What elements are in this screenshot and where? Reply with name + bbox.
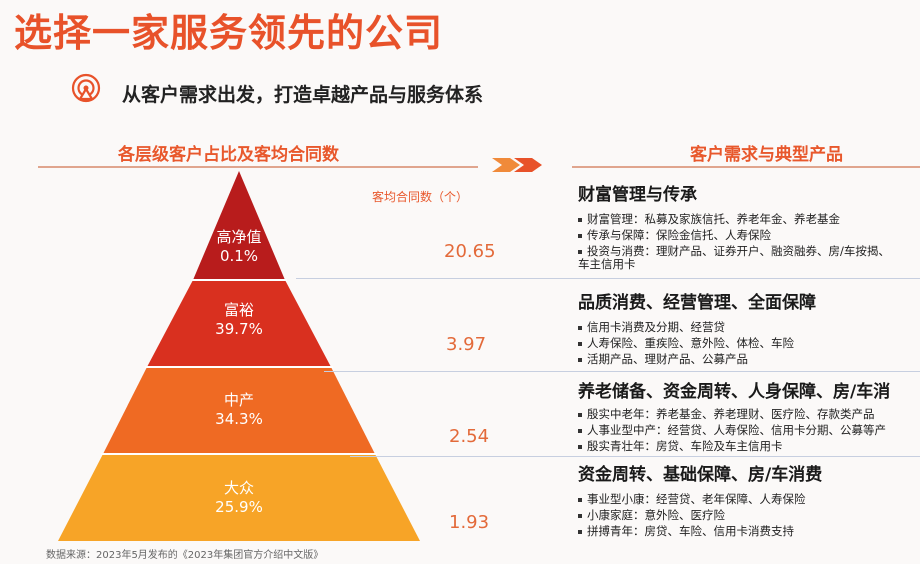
pyramid-tier-high-net-worth (193, 171, 285, 280)
right-header-rule (572, 166, 920, 168)
right-section-header: 客户需求与典型产品 (690, 145, 843, 165)
tier-name: 高净值 (216, 228, 262, 246)
pyramid-tier-affluent (147, 280, 331, 367)
contract-value: 2.54 (449, 426, 490, 447)
tier-label: 高净值 0.1% (199, 228, 279, 266)
contract-value: 20.65 (444, 241, 496, 262)
contract-value: 3.97 (446, 334, 487, 355)
list-item: 殷实中老年：养老基金、养老理财、医疗险、存款类产品 (578, 406, 920, 422)
page-title: 选择一家服务领先的公司 (14, 11, 444, 55)
need-block: 财富管理与传承 财富管理：私募及家族信托、养老年金、养老基金 传承与保障：保险金… (578, 180, 890, 259)
customer-pyramid (58, 171, 420, 541)
list-item: 事业型小康：经营贷、老年保障、人寿保险 (578, 491, 822, 507)
double-chevron-right-icon (492, 158, 542, 172)
pyramid-tier-middle-class (103, 367, 375, 454)
tier-label: 大众 25.9% (199, 479, 279, 517)
subtitle: 从客户需求出发，打造卓越产品与服务体系 (122, 84, 484, 106)
source-note: 数据来源：2023年5月发布的《2023年集团官方介绍中文版》 (46, 550, 324, 561)
tier-percent: 0.1% (219, 247, 259, 265)
block-title: 品质消费、经营管理、全面保障 (578, 293, 816, 313)
list-item: 投资与消费：理财产品、证券开户、融资融券、房/车按揭、 (578, 243, 890, 259)
tier-percent: 34.3% (215, 410, 263, 428)
tier-label: 富裕 39.7% (199, 301, 279, 339)
need-block: 资金周转、基础保障、房/车消费 事业型小康：经营贷、老年保障、人寿保险 小康家庭… (578, 460, 822, 539)
list-item: 传承与保障：保险金信托、人寿保险 (578, 227, 890, 243)
tier-percent: 39.7% (215, 320, 263, 338)
list-item: 财富管理：私募及家族信托、养老年金、养老基金 (578, 211, 890, 227)
pyramid-tier-mass (58, 454, 420, 541)
tier-label: 中产 34.3% (199, 391, 279, 429)
block-title: 财富管理与传承 (578, 185, 697, 205)
tier-name: 中产 (223, 391, 254, 409)
contract-value: 1.93 (449, 512, 490, 533)
value-column-header: 客均合同数（个） (372, 190, 469, 204)
row-divider (350, 456, 920, 457)
list-item-continuation: 车主信用卡 (578, 257, 636, 271)
list-item: 人寿保险、重疾险、意外险、体检、车险 (578, 335, 816, 351)
list-item: 殷实青壮年：房贷、车险及车主信用卡 (578, 438, 920, 454)
row-divider (324, 371, 920, 372)
need-block: 品质消费、经营管理、全面保障 信用卡消费及分期、经营贷 人寿保险、重疾险、意外险… (578, 288, 816, 367)
list-item: 人事业型中产：经营贷、人寿保险、信用卡分期、公募等产 (578, 422, 920, 438)
list-item: 小康家庭：意外险、医疗险 (578, 507, 822, 523)
list-item: 拼搏青年：房贷、车险、信用卡消费支持 (578, 523, 822, 539)
block-title: 养老储备、资金周转、人身保障、房/车消 (578, 382, 891, 402)
tier-name: 富裕 (223, 301, 254, 319)
block-title: 资金周转、基础保障、房/车消费 (578, 465, 823, 485)
left-section-header: 各层级客户占比及客均合同数 (118, 145, 339, 165)
list-item: 活期产品、理财产品、公募产品 (578, 351, 816, 367)
tier-name: 大众 (223, 479, 254, 497)
list-item: 信用卡消费及分期、经营贷 (578, 319, 816, 335)
target-icon (71, 73, 101, 103)
left-header-rule (38, 166, 478, 168)
need-block: 养老储备、资金周转、人身保障、房/车消 殷实中老年：养老基金、养老理财、医疗险、… (578, 377, 920, 454)
tier-percent: 25.9% (215, 498, 263, 516)
row-divider (296, 278, 920, 279)
